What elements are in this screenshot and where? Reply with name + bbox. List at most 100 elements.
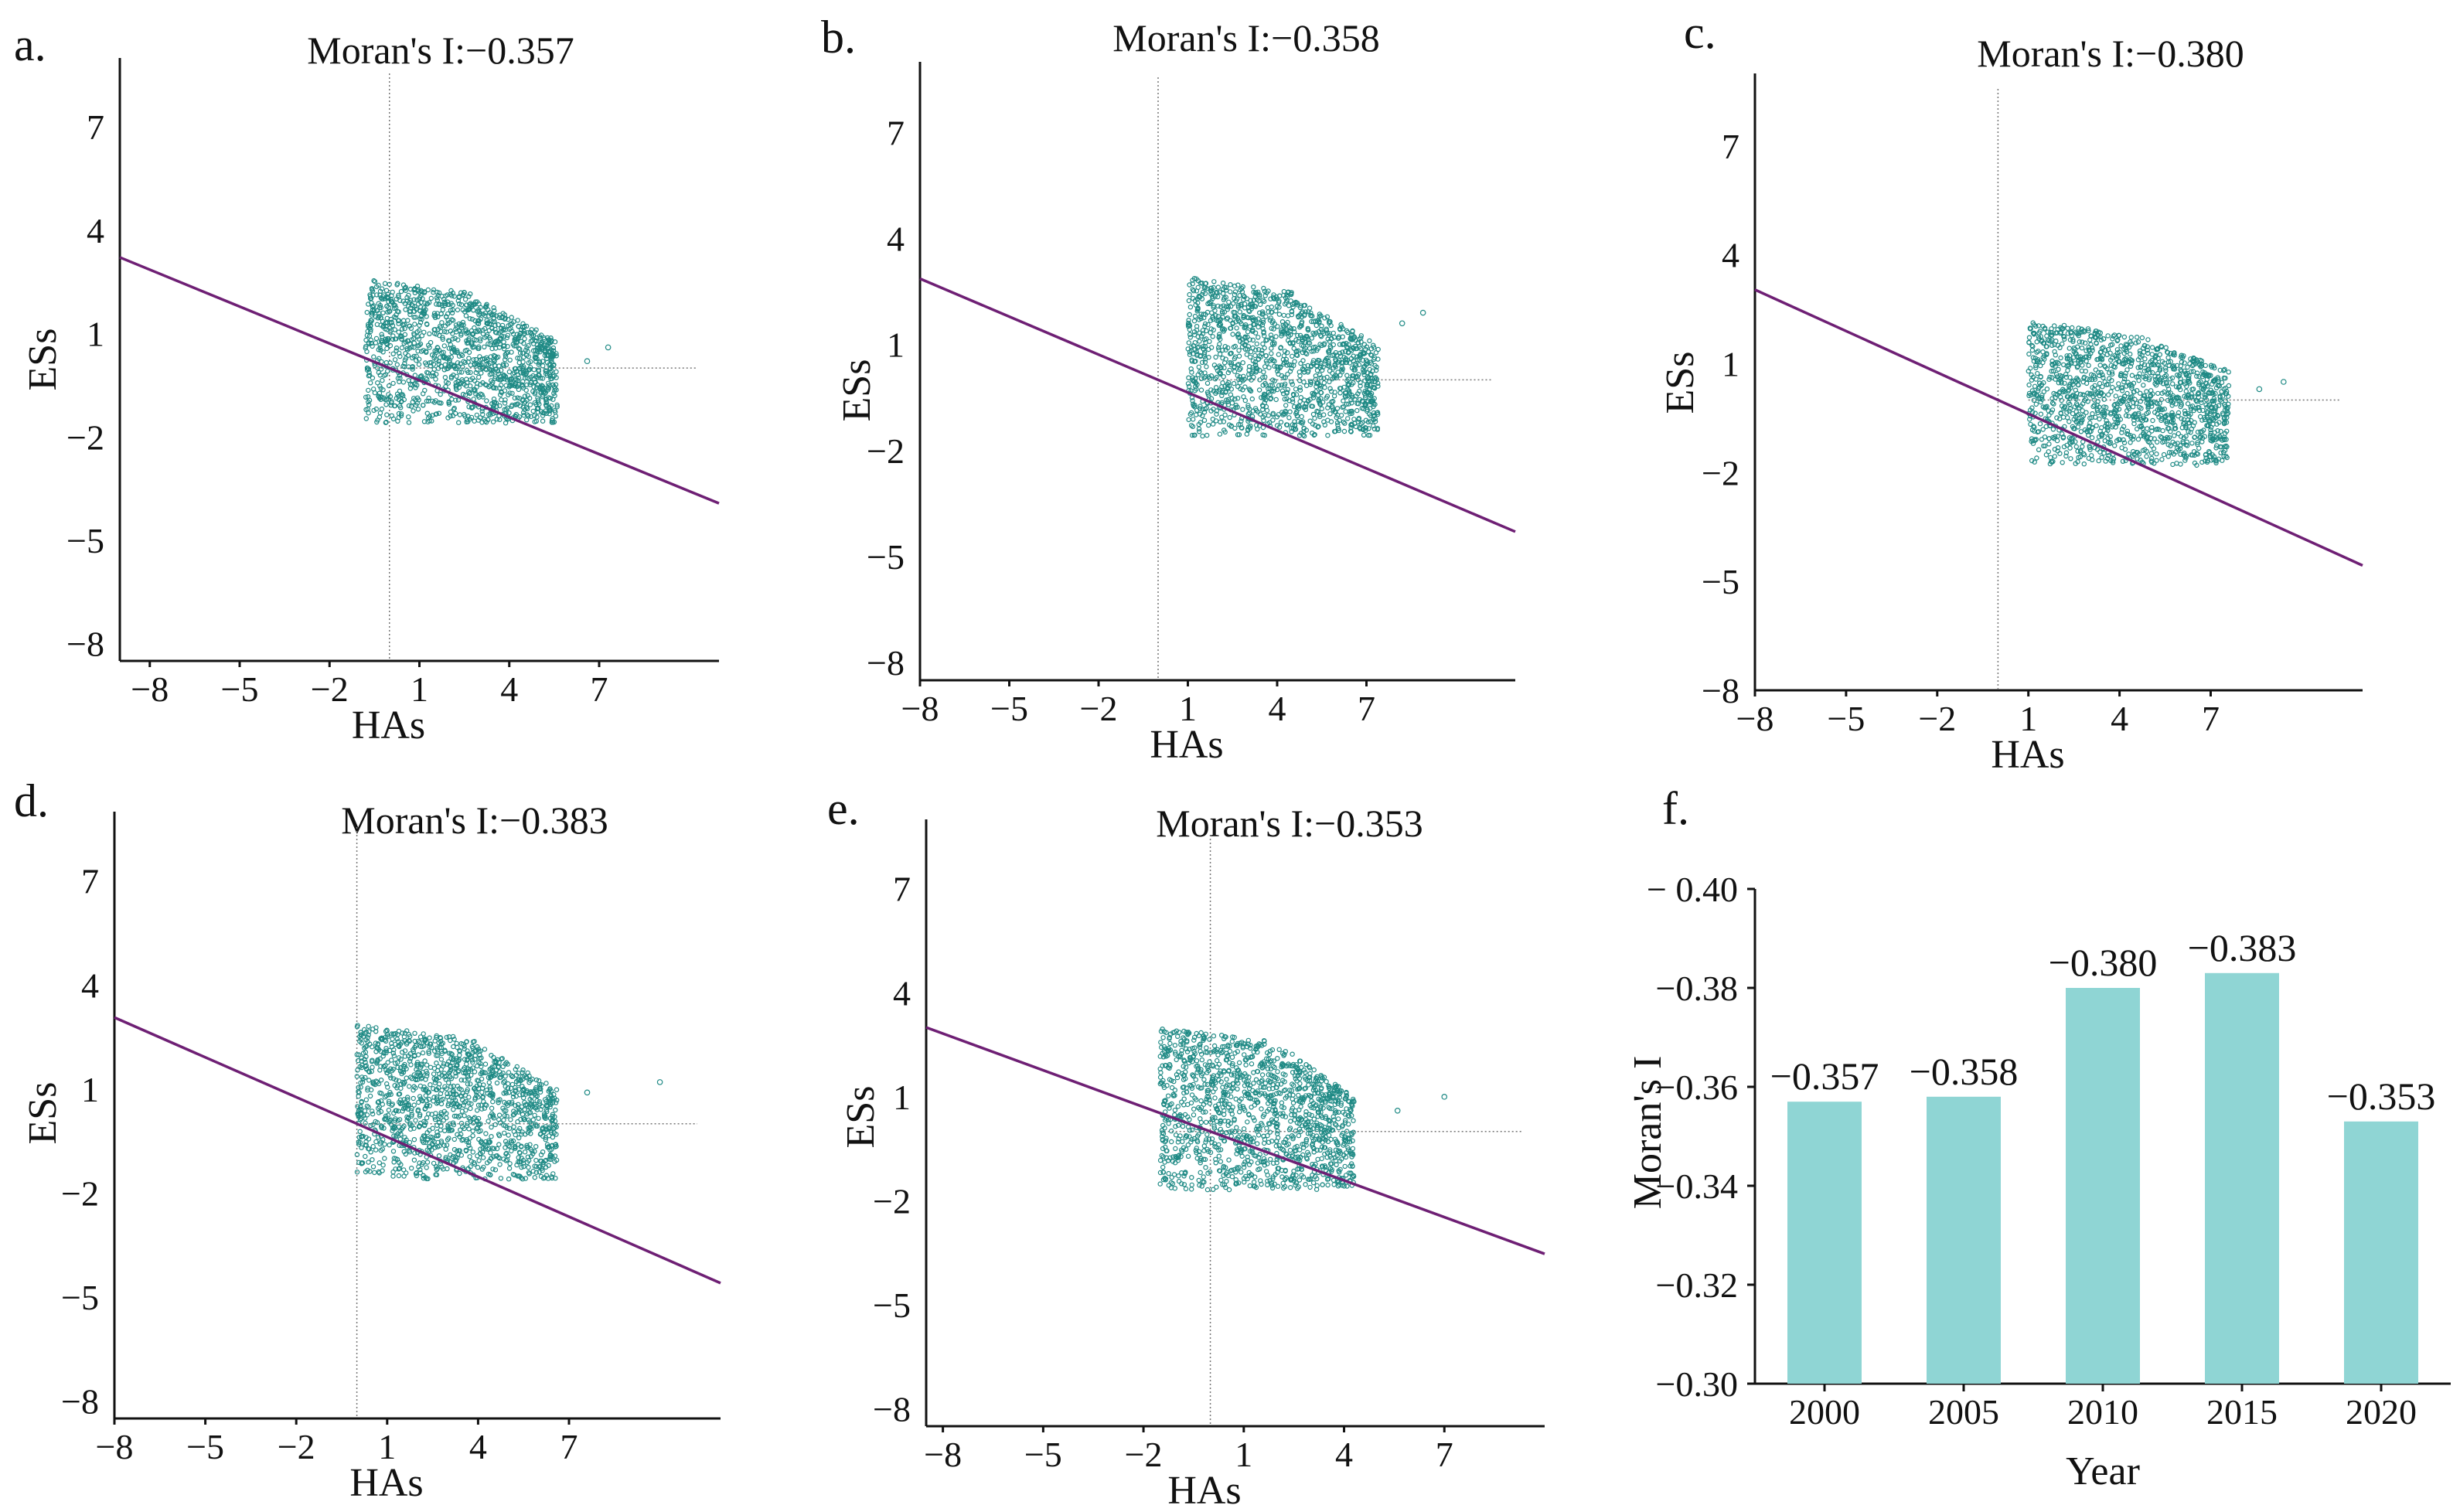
- data-point: [1217, 431, 1223, 437]
- data-point: [2134, 426, 2140, 432]
- data-point: [1228, 304, 1234, 309]
- x-tick-label: 1: [411, 669, 428, 709]
- data-point: [381, 373, 387, 378]
- data-point: [1319, 406, 1325, 412]
- data-point: [2137, 390, 2143, 396]
- data-point: [415, 349, 421, 354]
- data-point: [1220, 347, 1225, 353]
- data-point: [436, 410, 442, 416]
- data-point: [394, 282, 400, 288]
- y-tick-label: −2: [61, 1173, 99, 1213]
- data-point: [433, 411, 439, 417]
- data-point: [462, 392, 468, 398]
- data-point: [1313, 322, 1320, 329]
- data-point: [385, 368, 390, 374]
- data-point: [530, 333, 537, 339]
- data-point: [540, 345, 546, 350]
- data-point: [2159, 457, 2165, 462]
- data-point: [2045, 329, 2050, 335]
- data-point: [366, 1023, 371, 1030]
- data-point: [2124, 390, 2130, 397]
- y-tick-label: 7: [87, 107, 104, 147]
- data-point: [480, 365, 486, 370]
- data-point: [1208, 373, 1215, 379]
- data-point: [437, 355, 443, 360]
- data-point: [503, 421, 509, 426]
- data-point: [375, 417, 380, 423]
- data-point: [1263, 352, 1269, 359]
- data-point: [1281, 312, 1286, 318]
- data-point: [400, 380, 407, 385]
- data-point: [472, 378, 478, 383]
- data-point: [2101, 375, 2106, 380]
- data-point: [2094, 423, 2099, 428]
- data-point: [433, 376, 438, 382]
- y-tick-label: 1: [887, 325, 905, 365]
- data-point: [1293, 387, 1299, 392]
- data-point: [482, 344, 487, 349]
- data-point: [367, 323, 373, 329]
- data-point: [404, 1075, 409, 1081]
- data-point: [496, 371, 502, 376]
- data-point: [1351, 417, 1357, 422]
- data-point: [378, 1077, 384, 1083]
- data-point: [509, 390, 515, 396]
- data-point: [1257, 301, 1263, 308]
- data-point: [476, 346, 482, 352]
- x-tick-label: 7: [1358, 689, 1375, 728]
- data-point: [450, 336, 455, 342]
- data-point: [2051, 323, 2057, 329]
- data-point: [554, 404, 560, 410]
- data-point: [467, 390, 473, 396]
- data-point: [409, 337, 414, 342]
- y-tick-label: −2: [66, 417, 104, 457]
- data-point: [2124, 367, 2130, 373]
- data-point: [2084, 410, 2089, 415]
- data-point: [512, 339, 518, 344]
- data-point: [2034, 339, 2039, 345]
- data-point: [2151, 446, 2157, 451]
- data-point: [369, 286, 375, 291]
- data-point: [437, 400, 442, 406]
- chart-title: Moran's I:−0.380: [1977, 32, 2244, 75]
- y-tick-label: 1: [81, 1070, 99, 1109]
- data-point: [2067, 445, 2073, 451]
- data-point: [535, 405, 540, 411]
- data-point: [445, 292, 451, 298]
- data-point: [1290, 353, 1295, 359]
- data-point: [458, 302, 465, 308]
- data-point: [456, 295, 462, 300]
- x-tick-label: −2: [1080, 689, 1118, 728]
- data-point: [451, 345, 456, 350]
- data-point: [1185, 381, 1191, 387]
- data-point: [1256, 335, 1261, 340]
- data-point: [368, 318, 373, 323]
- data-point: [470, 1133, 475, 1139]
- data-point: [554, 369, 559, 375]
- data-point: [408, 298, 414, 303]
- data-point: [2220, 458, 2225, 463]
- data-point: [438, 323, 443, 329]
- data-point: [454, 373, 459, 379]
- data-point: [2169, 381, 2175, 387]
- data-point: [427, 360, 433, 366]
- data-point: [446, 1080, 451, 1085]
- data-point: [473, 391, 479, 397]
- data-point: [1344, 416, 1351, 421]
- y-axis-label: ESs: [1658, 352, 1702, 414]
- data-point: [540, 359, 546, 364]
- data-point: [480, 328, 486, 333]
- data-point: [501, 363, 506, 369]
- data-point: [472, 344, 477, 349]
- data-point: [549, 417, 555, 424]
- data-point: [389, 299, 395, 305]
- data-point: [387, 383, 392, 389]
- data-point: [448, 362, 454, 367]
- data-point: [503, 357, 508, 363]
- data-point: [473, 356, 479, 363]
- data-point: [375, 380, 380, 386]
- data-point: [2185, 401, 2191, 407]
- data-point: [479, 356, 486, 362]
- data-point: [465, 340, 470, 346]
- data-point: [1191, 318, 1198, 324]
